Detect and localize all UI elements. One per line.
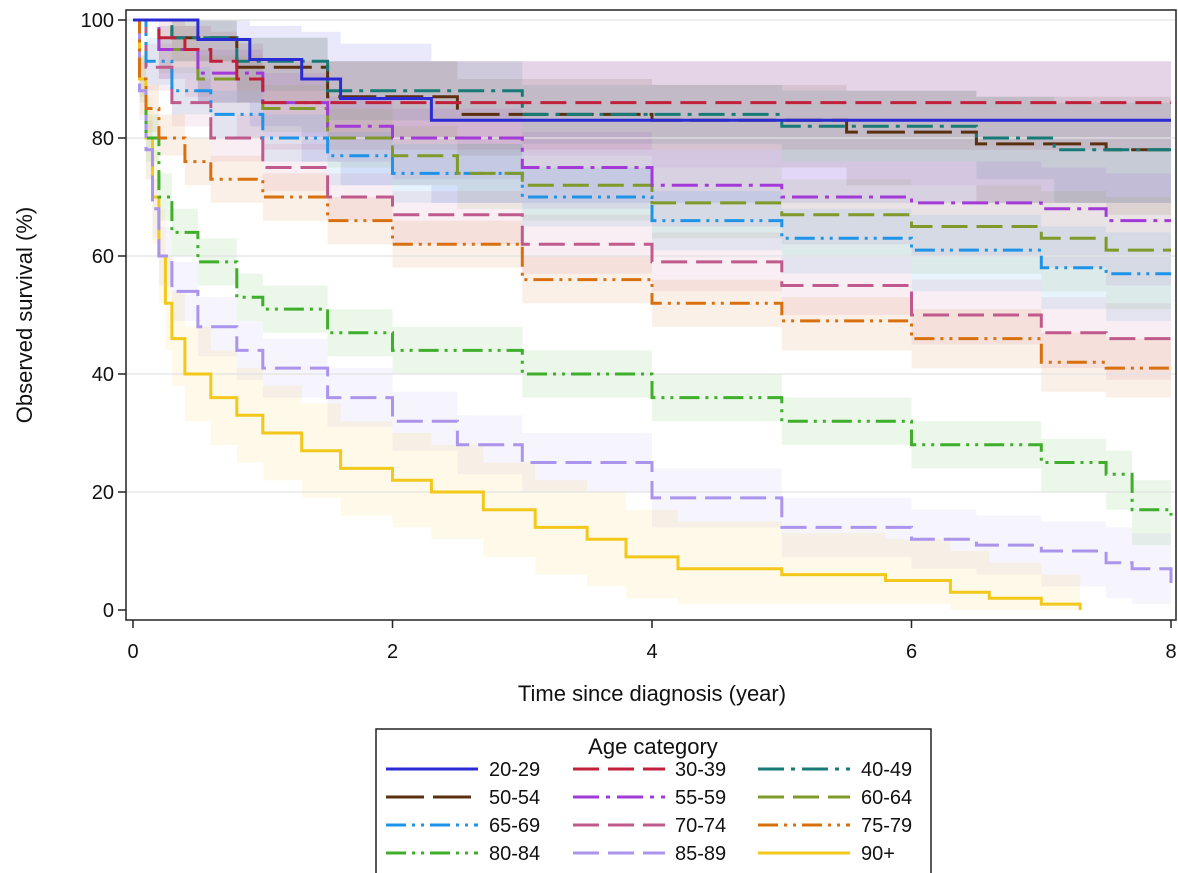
- confidence-band-55-59: [133, 20, 1171, 286]
- survival-line-85-89: [133, 18, 1173, 587]
- confidence-band-90+: [133, 20, 1081, 610]
- survival-line-55-59: [133, 18, 1171, 223]
- legend-label-60-64: 60-64: [861, 787, 912, 809]
- y-tick-label: 80: [92, 128, 114, 150]
- confidence-band-30-39: [133, 20, 1171, 150]
- survival-line-20-29: [133, 18, 1171, 122]
- legend-label-70-74: 70-74: [675, 815, 726, 837]
- legend-label-90+: 90+: [861, 843, 895, 865]
- legend-label-40-49: 40-49: [861, 759, 912, 781]
- survival-line-40-49: [133, 18, 1171, 152]
- legend-label-20-29: 20-29: [489, 759, 540, 781]
- legend-label-30-39: 30-39: [675, 759, 726, 781]
- survival-line-80-84: [133, 18, 1173, 516]
- y-tick-label: 40: [92, 364, 114, 386]
- x-tick-label: 6: [906, 641, 917, 663]
- y-axis-label: Observed survival (%): [12, 207, 37, 423]
- legend: Age category 20-29 30-39 40-49 50-54 55-59 60…: [375, 728, 932, 873]
- legend-label-80-84: 80-84: [489, 843, 540, 865]
- axes: Observed survival (%) Time since diagnos…: [12, 9, 1177, 706]
- survival-line-70-74: [133, 18, 1171, 341]
- legend-frame: [375, 728, 932, 873]
- survival-curves: [133, 18, 1173, 610]
- legend-label-85-89: 85-89: [675, 843, 726, 865]
- x-axis-label: Time since diagnosis (year): [518, 681, 786, 706]
- y-tick-label: 20: [92, 482, 114, 504]
- y-tick-label: 100: [81, 10, 114, 32]
- x-tick-label: 8: [1165, 641, 1176, 663]
- confidence-band-80-84: [133, 20, 1171, 551]
- x-tick-label: 4: [646, 641, 657, 663]
- legend-label-50-54: 50-54: [489, 787, 540, 809]
- legend-label-75-79: 75-79: [861, 815, 912, 837]
- y-tick-label: 60: [92, 246, 114, 268]
- legend-label-55-59: 55-59: [675, 787, 726, 809]
- x-tick-label: 0: [127, 641, 138, 663]
- confidence-band-70-74: [133, 20, 1171, 380]
- plot-frame: [125, 9, 1177, 621]
- legend-label-65-69: 65-69: [489, 815, 540, 837]
- survival-line-30-39: [133, 18, 1171, 105]
- survival-line-75-79: [133, 18, 1171, 370]
- x-tick-label: 2: [387, 641, 398, 663]
- y-tick-label: 0: [103, 600, 114, 622]
- legend-title: Age category: [588, 734, 718, 759]
- confidence-band-40-49: [133, 20, 1171, 203]
- survival-line-60-64: [133, 18, 1171, 252]
